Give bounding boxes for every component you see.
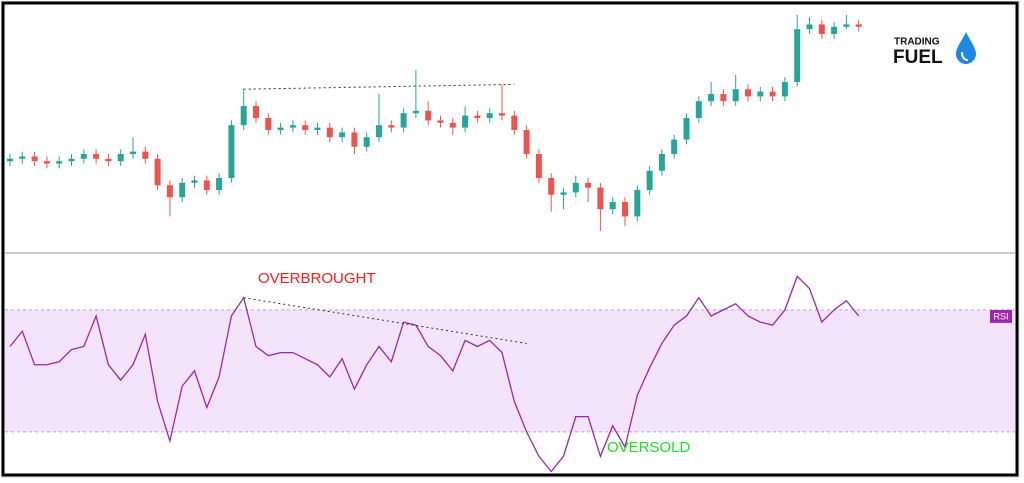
candle-body xyxy=(117,154,124,162)
candle-body xyxy=(191,180,198,183)
candle-body xyxy=(486,113,493,118)
candle-body xyxy=(855,24,862,27)
candle-body xyxy=(351,132,358,147)
candle-body xyxy=(585,182,592,188)
candle-body xyxy=(572,182,579,193)
annotation: OVERSOLD xyxy=(607,439,691,456)
candle-body xyxy=(609,202,616,210)
candle-body xyxy=(68,158,75,162)
candle-body xyxy=(511,115,518,130)
candle-body xyxy=(265,118,272,130)
resistance-trendline xyxy=(243,83,515,90)
candle-body xyxy=(216,178,223,190)
candle-body xyxy=(745,89,751,97)
candle-body xyxy=(105,158,112,162)
candle-body xyxy=(203,180,210,190)
candle-body xyxy=(130,151,136,154)
candle-body xyxy=(240,106,247,126)
candle-body xyxy=(646,170,653,190)
candle-body xyxy=(302,125,309,130)
rsi-label: RSI xyxy=(993,311,1008,321)
candle-body xyxy=(277,127,284,130)
candle-body xyxy=(499,113,505,116)
candle-body xyxy=(142,151,149,159)
price-panel xyxy=(7,14,862,231)
rsi-line xyxy=(9,275,860,473)
candle-body xyxy=(720,94,727,102)
candle-body xyxy=(289,125,296,128)
logo-line2: FUEL xyxy=(893,47,943,68)
candle-body xyxy=(449,122,456,128)
candle-body xyxy=(523,130,530,154)
rsi-label-box xyxy=(990,309,1012,323)
candle-body xyxy=(757,91,764,97)
candle-body xyxy=(43,161,50,164)
candle-body xyxy=(831,26,838,34)
rsi-panel: RSI OVERBROUGHT OVERSOLD xyxy=(5,270,1015,473)
candle-body xyxy=(560,192,567,195)
candle-body xyxy=(326,127,333,138)
candle-body xyxy=(93,154,100,159)
candle-body xyxy=(388,125,395,128)
candle-body xyxy=(732,89,739,102)
candle-body xyxy=(708,94,715,102)
candle-body xyxy=(462,115,469,128)
candle-body xyxy=(806,24,813,30)
candle-body xyxy=(425,110,432,121)
candle-body xyxy=(597,187,604,210)
logo-line1: TRADING xyxy=(894,37,940,48)
candle-body xyxy=(474,115,481,118)
candle-body xyxy=(179,182,186,198)
candle-body xyxy=(400,113,407,128)
candle-body xyxy=(781,82,788,97)
logo-drop xyxy=(956,32,976,64)
candle-body xyxy=(7,158,13,162)
candle-body xyxy=(339,132,346,138)
candle-body xyxy=(314,127,321,130)
candle-body xyxy=(228,125,235,178)
candle-body xyxy=(818,24,825,34)
candle-body xyxy=(80,154,87,159)
logo: TRADING FUEL xyxy=(893,32,976,68)
logo-drop-shine xyxy=(961,51,969,61)
annotation: OVERBROUGHT xyxy=(258,270,376,287)
candle-body xyxy=(695,101,702,118)
candle-body xyxy=(19,156,26,159)
candle-body xyxy=(671,139,678,154)
candle-body xyxy=(437,120,444,123)
candle-body xyxy=(166,185,173,198)
candle-body xyxy=(412,110,419,114)
candle-body xyxy=(253,106,259,118)
candle-body xyxy=(31,156,38,162)
candle-body xyxy=(634,190,641,217)
candle-body xyxy=(658,154,665,171)
candle-body xyxy=(622,202,628,217)
candle-body xyxy=(794,29,801,82)
candle-body xyxy=(56,161,63,164)
candle-body xyxy=(376,125,382,138)
candle-body xyxy=(843,24,850,27)
candle-body xyxy=(363,137,370,147)
candle-body xyxy=(535,154,542,178)
candle-body xyxy=(548,178,555,195)
candle-body xyxy=(154,158,161,186)
candle-body xyxy=(683,118,690,140)
rsi-band xyxy=(5,309,1015,432)
candle-body xyxy=(769,91,776,97)
